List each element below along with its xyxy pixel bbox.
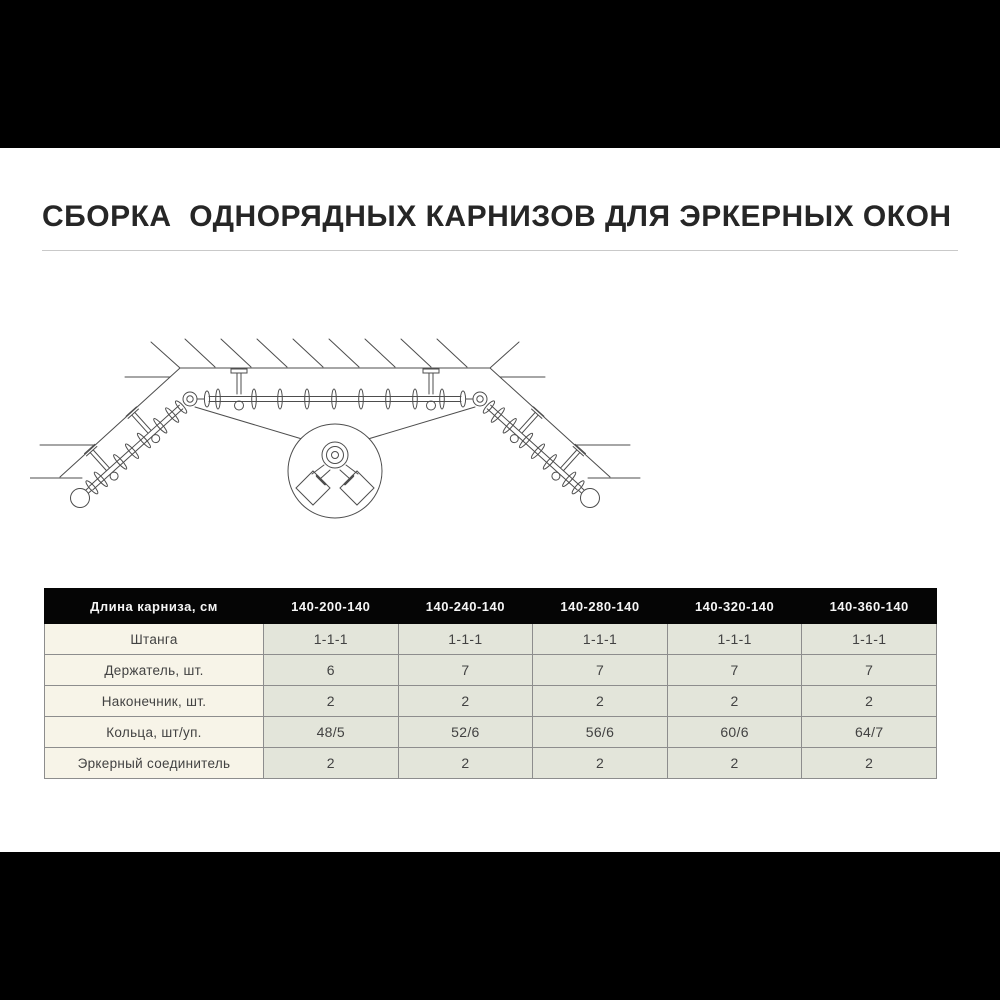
table-cell: 2: [801, 747, 937, 779]
table-cell: 56/6: [532, 716, 668, 748]
table-cell: 1-1-1: [397, 623, 534, 655]
corner-connector-right: [472, 391, 488, 407]
cornice-rod-left: [52, 382, 191, 513]
row-label: Эркерный соединитель: [44, 747, 264, 779]
ceiling-brackets: [230, 368, 440, 411]
table-cell: 1-1-1: [532, 623, 668, 655]
detail-leader-left: [194, 406, 303, 440]
row-label: Наконечник, шт.: [44, 685, 264, 717]
table-cell: 52/6: [397, 716, 534, 748]
table-cell: 64/7: [801, 716, 937, 748]
detail-leader-right: [367, 406, 476, 440]
table-cell: 2: [666, 747, 803, 779]
table-cell: 2: [263, 685, 399, 717]
cornice-rod-center: [196, 388, 474, 410]
table-cell: 7: [801, 654, 937, 686]
table-cell: 7: [666, 654, 803, 686]
bay-connector-detail: [287, 423, 383, 519]
table-cell: 1-1-1: [263, 623, 399, 655]
table-cell: 2: [397, 685, 534, 717]
column-header: 140-240-140: [397, 588, 534, 624]
wall-outline: [30, 338, 641, 479]
cornice-spec-table: Длина карниза, см 140-200-140 140-240-140 1…: [44, 588, 937, 779]
table-body: Штанга 1-1-1 1-1-1 1-1-1 1-1-1 1-1-1 Держатель…: [44, 623, 937, 779]
table-cell: 7: [532, 654, 668, 686]
table-row: Эркерный соединитель 2 2 2 2 2: [44, 747, 937, 779]
table-header-row: Длина карниза, см 140-200-140 140-240-140 1…: [44, 588, 937, 624]
bay-window-cornice-diagram: [30, 327, 650, 562]
table-cell: 2: [263, 747, 399, 779]
row-label: Держатель, шт.: [44, 654, 264, 686]
table-cell: 2: [532, 747, 668, 779]
table-row: Кольца, шт/уп. 48/5 52/6 56/6 60/6 64/7: [44, 716, 937, 748]
table-row: Штанга 1-1-1 1-1-1 1-1-1 1-1-1 1-1-1: [44, 623, 937, 655]
table-cell: 2: [801, 685, 937, 717]
title-divider: [42, 250, 958, 251]
table-row: Держатель, шт. 6 7 7 7 7: [44, 654, 937, 686]
page-title: СБОРКА ОДНОРЯДНЫХ КАРНИЗОВ ДЛЯ ЭРКЕРНЫХ …: [42, 200, 952, 233]
table-cell: 6: [263, 654, 399, 686]
column-header: 140-360-140: [801, 588, 937, 624]
row-label: Кольца, шт/уп.: [44, 716, 264, 748]
cornice-rod-right: [479, 382, 618, 513]
row-label: Штанга: [44, 623, 264, 655]
corner-connector-left: [182, 391, 198, 407]
table-cell: 1-1-1: [666, 623, 803, 655]
table-cell: 2: [666, 685, 803, 717]
table-cell: 60/6: [666, 716, 803, 748]
table-cell: 2: [397, 747, 534, 779]
table-cell: 48/5: [263, 716, 399, 748]
top-letterbox-bar: [0, 0, 1000, 148]
column-header: 140-200-140: [263, 588, 399, 624]
column-header-label: Длина карниза, см: [44, 588, 264, 624]
column-header: 140-280-140: [532, 588, 668, 624]
table-cell: 1-1-1: [801, 623, 937, 655]
table-row: Наконечник, шт. 2 2 2 2 2: [44, 685, 937, 717]
column-header: 140-320-140: [666, 588, 803, 624]
table-cell: 2: [532, 685, 668, 717]
table-cell: 7: [397, 654, 534, 686]
bottom-letterbox-bar: [0, 852, 1000, 1000]
